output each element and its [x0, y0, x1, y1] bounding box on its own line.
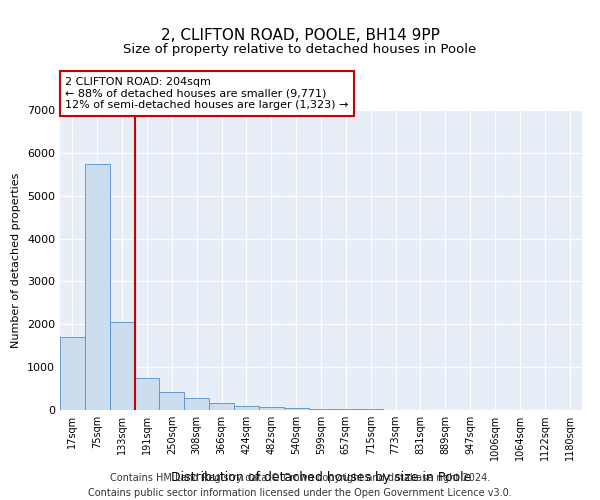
X-axis label: Distribution of detached houses by size in Poole: Distribution of detached houses by size …	[171, 472, 471, 484]
Y-axis label: Number of detached properties: Number of detached properties	[11, 172, 22, 348]
Bar	[209, 404, 234, 410]
Bar	[284, 408, 308, 410]
Bar	[160, 392, 184, 410]
Bar	[308, 409, 334, 410]
Bar	[134, 378, 160, 410]
Text: 2, CLIFTON ROAD, POOLE, BH14 9PP: 2, CLIFTON ROAD, POOLE, BH14 9PP	[161, 28, 439, 42]
Bar	[85, 164, 110, 410]
Text: Contains HM Land Registry data © Crown copyright and database right 2024.
Contai: Contains HM Land Registry data © Crown c…	[88, 472, 512, 498]
Bar	[60, 337, 85, 410]
Bar	[184, 398, 209, 410]
Text: Size of property relative to detached houses in Poole: Size of property relative to detached ho…	[124, 42, 476, 56]
Text: 2 CLIFTON ROAD: 204sqm
← 88% of detached houses are smaller (9,771)
12% of semi-: 2 CLIFTON ROAD: 204sqm ← 88% of detached…	[65, 77, 349, 110]
Bar	[259, 407, 284, 410]
Bar	[234, 406, 259, 410]
Bar	[110, 322, 134, 410]
